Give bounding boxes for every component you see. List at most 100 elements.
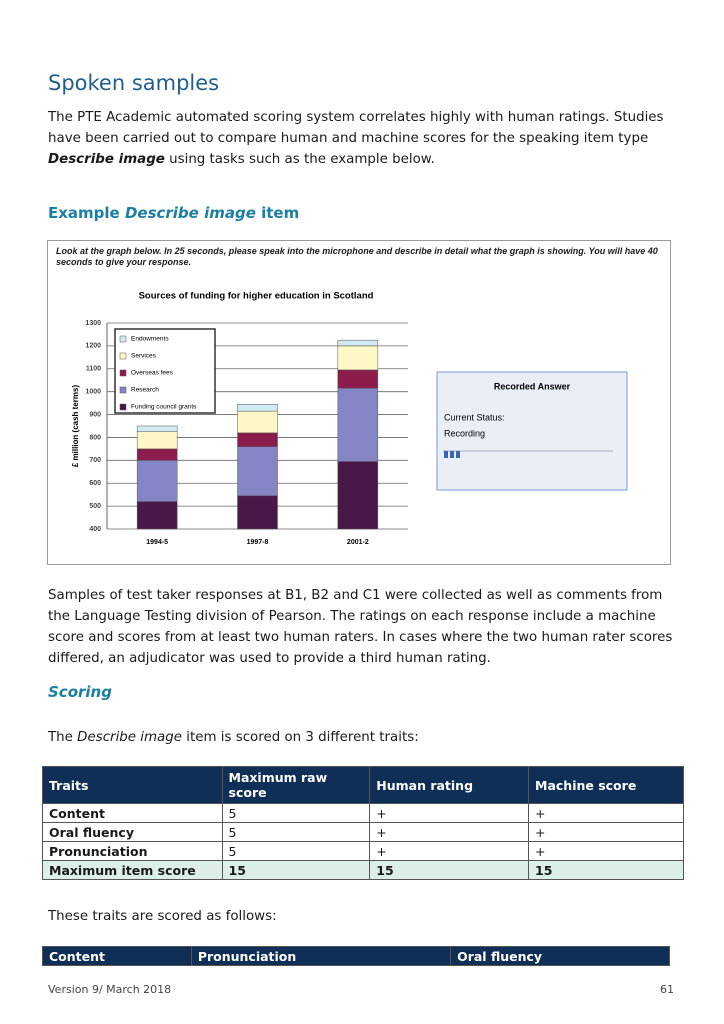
figure-frame xyxy=(47,240,671,565)
header-cell: Pronunciation xyxy=(190,946,452,966)
footer-page: 61 xyxy=(660,983,674,996)
scoring-intro: The Describe image item is scored on 3 d… xyxy=(48,727,678,748)
y-tick-label: 500 xyxy=(89,503,101,510)
legend-label: Research xyxy=(131,387,159,394)
traits-table: Traits Maximum raw score Human rating Machi… xyxy=(42,766,684,880)
prompt: Look at the graph below. In 25 seconds, … xyxy=(56,246,658,267)
y-tick-label: 400 xyxy=(89,526,101,533)
y-tick-label: 700 xyxy=(89,457,101,464)
example-heading: Example Describe image item xyxy=(48,204,299,222)
traits-text: These traits are scored as follows: xyxy=(48,909,277,924)
recorder-box xyxy=(436,371,628,491)
y-tick-label: 800 xyxy=(89,434,101,441)
scoring-table: Content Pronunciation Oral fluency xyxy=(42,946,670,966)
bar-segment xyxy=(337,387,379,462)
bar-segment xyxy=(237,404,278,412)
bar-segment xyxy=(237,432,278,447)
text: using tasks such as the example below. xyxy=(164,152,435,167)
bar-segment xyxy=(337,345,379,371)
y-tick-label: 1100 xyxy=(86,366,101,373)
scoring-heading: Scoring xyxy=(48,683,112,701)
table-cell: 15 xyxy=(221,860,371,880)
text: The PTE Academic automated scoring syste… xyxy=(48,110,664,146)
text: item is scored on 3 different traits: xyxy=(182,730,419,745)
table-cell: + xyxy=(369,822,530,842)
bar-segment xyxy=(136,431,178,450)
table-cell: + xyxy=(528,803,684,823)
table-cell: + xyxy=(528,841,684,861)
chart-title: Sources of funding for higher education … xyxy=(139,291,374,302)
table-row: Content 5 + + xyxy=(42,803,684,823)
y-tick-label: 1200 xyxy=(85,343,101,350)
table-cell: 5 xyxy=(221,822,371,842)
legend-swatch xyxy=(119,403,127,411)
table-cell: 15 xyxy=(369,860,530,880)
status-label: Current Status: xyxy=(444,412,505,422)
text: item xyxy=(255,204,300,222)
bar-segment xyxy=(337,339,379,347)
table-cell: 5 xyxy=(221,841,371,861)
bar-segment xyxy=(237,495,278,530)
bar-segment xyxy=(136,460,178,502)
emphasis: Describe image xyxy=(77,730,182,745)
header-cell: Human rating xyxy=(369,766,530,804)
header-cell: Machine score xyxy=(528,766,684,804)
legend-box xyxy=(114,328,216,414)
table-cell: 15 xyxy=(528,860,684,880)
progress-block xyxy=(444,451,448,458)
progress-block xyxy=(456,451,460,458)
header-cell: Oral fluency xyxy=(450,946,670,966)
header-row: Traits Maximum raw score Human rating Machi… xyxy=(42,766,684,804)
text: Example xyxy=(48,204,125,222)
recorder-title: Recorded Answer xyxy=(494,381,571,391)
legend-label: Overseas fees xyxy=(131,370,174,377)
bar-segment xyxy=(136,448,178,461)
table-row: Oral fluency 5 + + xyxy=(42,822,684,842)
chart: Sources of funding for higher education … xyxy=(71,291,628,546)
x-tick-label: 1994-5 xyxy=(146,539,168,546)
legend-swatch xyxy=(119,369,127,377)
table-cell: 5 xyxy=(221,803,371,823)
table-cell: + xyxy=(369,803,530,823)
bar-segment xyxy=(136,501,178,530)
y-tick-label: 900 xyxy=(89,411,101,418)
bar-segment xyxy=(136,425,178,432)
emphasis: Describe image xyxy=(124,204,256,222)
status: Recording xyxy=(444,428,485,438)
header-cell: Traits xyxy=(42,766,223,804)
header-row: Content Pronunciation Oral fluency xyxy=(42,946,670,966)
legend-label: Endowments xyxy=(131,336,169,343)
table-row: Maximum item score 15 15 15 xyxy=(42,860,684,880)
bar-segment xyxy=(337,369,379,389)
table-cell: Oral fluency xyxy=(42,822,223,842)
emphasis: Describe image xyxy=(48,152,165,167)
header-cell: Maximum raw score xyxy=(221,766,371,804)
table-cell: Maximum item score xyxy=(42,860,223,880)
table-cell: + xyxy=(369,841,530,861)
y-axis-label: £ million (cash terms) xyxy=(71,385,80,468)
y-tick-label: 600 xyxy=(89,480,101,487)
legend-swatch xyxy=(119,352,127,360)
intro: The PTE Academic automated scoring syste… xyxy=(48,107,678,170)
table-cell: Content xyxy=(42,803,223,823)
legend-swatch xyxy=(119,386,127,394)
bar-segment xyxy=(337,461,379,530)
table-cell: + xyxy=(528,822,684,842)
header-cell: Content xyxy=(42,946,192,966)
bar-segment xyxy=(237,410,278,434)
table-row: Pronunciation 5 + + xyxy=(42,841,684,861)
y-tick-label: 1000 xyxy=(85,389,101,396)
heading: Spoken samples xyxy=(48,71,220,95)
x-tick-label: 2001-2 xyxy=(347,539,369,546)
x-tick-label: 1997-8 xyxy=(247,539,269,546)
bar-segment xyxy=(237,446,278,497)
table-cell: Pronunciation xyxy=(42,841,223,861)
legend-swatch xyxy=(119,335,127,343)
progress-block xyxy=(450,451,454,458)
samples-text: Samples of test taker responses at B1, B… xyxy=(48,588,673,666)
text: The xyxy=(48,730,78,745)
footer-version: Version 9/ March 2018 xyxy=(48,983,172,996)
y-tick-label: 1300 xyxy=(85,320,101,327)
legend-label: Funding council grants xyxy=(131,404,197,411)
